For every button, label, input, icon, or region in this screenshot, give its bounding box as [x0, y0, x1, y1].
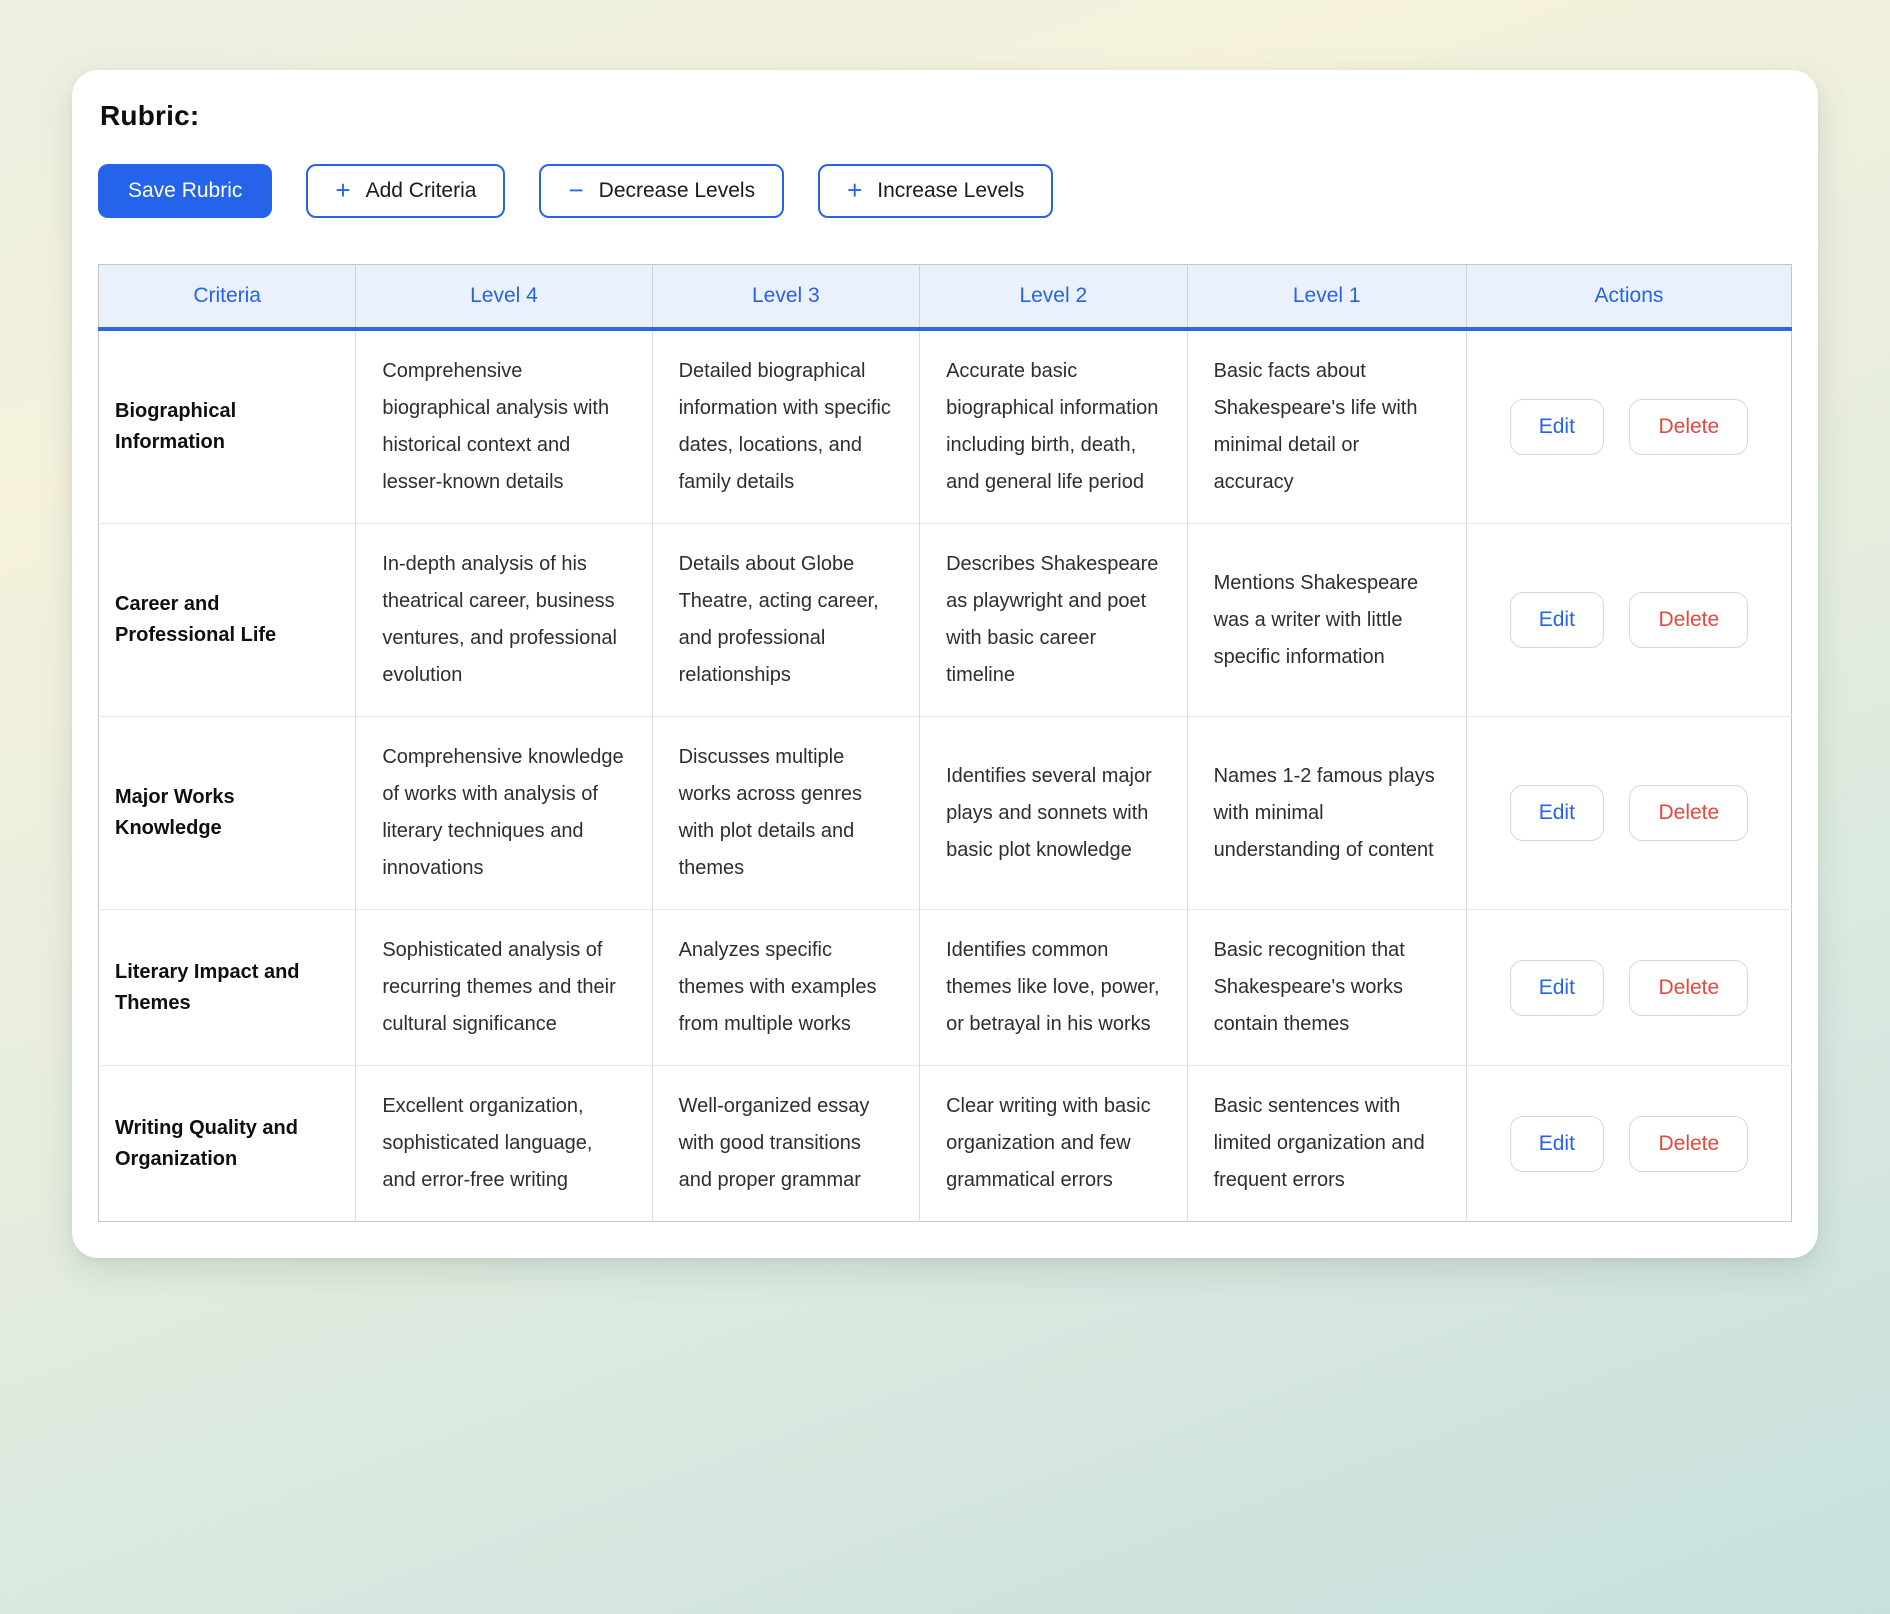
table-header-row: Criteria Level 4 Level 3 Level 2 Level 1… [98, 264, 1792, 331]
decrease-levels-label: Decrease Levels [598, 179, 756, 202]
level-1-cell: Basic recognition that Shakespeare's wor… [1186, 909, 1467, 1066]
edit-button[interactable]: Edit [1509, 399, 1604, 455]
increase-levels-button[interactable]: + Increase Levels [818, 164, 1054, 218]
level-2-cell: Accurate basic biographical information … [919, 329, 1188, 524]
rubric-table: Criteria Level 4 Level 3 Level 2 Level 1… [98, 264, 1792, 1222]
page-title: Rubric: [100, 100, 200, 131]
delete-button[interactable]: Delete [1629, 592, 1749, 648]
actions-cell: Edit Delete [1465, 329, 1792, 524]
edit-button[interactable]: Edit [1509, 1115, 1604, 1172]
level-4-cell: Sophisticated analysis of recurring them… [355, 909, 653, 1066]
actions-cell: Edit Delete [1465, 909, 1792, 1066]
edit-button[interactable]: Edit [1509, 959, 1604, 1016]
delete-button[interactable]: Delete [1629, 959, 1749, 1016]
delete-button[interactable]: Delete [1629, 399, 1749, 455]
level-2-cell: Identifies common themes like love, powe… [919, 909, 1188, 1066]
table-row: Biographical Information Comprehensive b… [98, 329, 1792, 524]
table-row: Literary Impact and Themes Sophisticated… [98, 909, 1792, 1066]
criteria-name: Writing Quality and Organization [98, 1065, 356, 1222]
level-2-cell: Clear writing with basic organization an… [919, 1065, 1188, 1222]
level-1-cell: Basic sentences with limited organizatio… [1186, 1065, 1467, 1222]
actions-cell: Edit Delete [1465, 523, 1792, 717]
save-rubric-label: Save Rubric [128, 179, 243, 202]
criteria-name: Biographical Information [98, 329, 356, 524]
actions-cell: Edit Delete [1465, 716, 1792, 910]
rubric-editor-card: Rubric: Save Rubric + Add Criteria − Dec… [72, 70, 1818, 1258]
criteria-name: Career and Professional Life [98, 523, 356, 717]
toolbar: Save Rubric + Add Criteria − Decrease Le… [98, 164, 1792, 218]
decrease-levels-button[interactable]: − Decrease Levels [539, 164, 785, 218]
increase-levels-label: Increase Levels [877, 179, 1025, 202]
save-rubric-button[interactable]: Save Rubric [98, 164, 273, 218]
column-header-actions: Actions [1465, 264, 1792, 331]
level-4-cell: Comprehensive knowledge of works with an… [355, 716, 653, 910]
rubric-table-body: Biographical Information Comprehensive b… [98, 329, 1792, 1222]
delete-button[interactable]: Delete [1629, 785, 1749, 841]
add-criteria-label: Add Criteria [365, 179, 477, 202]
column-header-level-4: Level 4 [355, 264, 653, 331]
plus-icon: + [847, 175, 863, 205]
edit-button[interactable]: Edit [1509, 592, 1604, 648]
plus-icon: + [335, 175, 351, 205]
column-header-level-1: Level 1 [1186, 264, 1467, 331]
table-row: Major Works Knowledge Comprehensive know… [98, 716, 1792, 910]
level-4-cell: In-depth analysis of his theatrical care… [355, 523, 653, 717]
level-1-cell: Basic facts about Shakespeare's life wit… [1186, 329, 1467, 524]
edit-button[interactable]: Edit [1509, 785, 1604, 841]
level-3-cell: Discusses multiple works across genres w… [651, 716, 920, 910]
table-row: Writing Quality and Organization Excelle… [98, 1065, 1792, 1222]
column-header-level-2: Level 2 [919, 264, 1188, 331]
criteria-name: Major Works Knowledge [98, 716, 356, 910]
level-2-cell: Identifies several major plays and sonne… [919, 716, 1188, 910]
column-header-level-3: Level 3 [651, 264, 920, 331]
level-4-cell: Comprehensive biographical analysis with… [355, 329, 653, 524]
level-3-cell: Well-organized essay with good transitio… [651, 1065, 920, 1222]
criteria-name: Literary Impact and Themes [98, 909, 356, 1066]
level-4-cell: Excellent organization, sophisticated la… [355, 1065, 653, 1222]
delete-button[interactable]: Delete [1629, 1115, 1749, 1172]
level-1-cell: Names 1-2 famous plays with minimal unde… [1186, 716, 1467, 910]
actions-cell: Edit Delete [1465, 1065, 1792, 1222]
level-3-cell: Analyzes specific themes with examples f… [651, 909, 920, 1066]
level-3-cell: Details about Globe Theatre, acting care… [651, 523, 920, 717]
minus-icon: − [568, 175, 584, 205]
level-3-cell: Detailed biographical information with s… [651, 329, 920, 524]
column-header-criteria: Criteria [98, 264, 356, 331]
add-criteria-button[interactable]: + Add Criteria [306, 164, 506, 218]
table-row: Career and Professional Life In-depth an… [98, 523, 1792, 717]
level-2-cell: Describes Shakespeare as playwright and … [919, 523, 1188, 717]
level-1-cell: Mentions Shakespeare was a writer with l… [1186, 523, 1467, 717]
